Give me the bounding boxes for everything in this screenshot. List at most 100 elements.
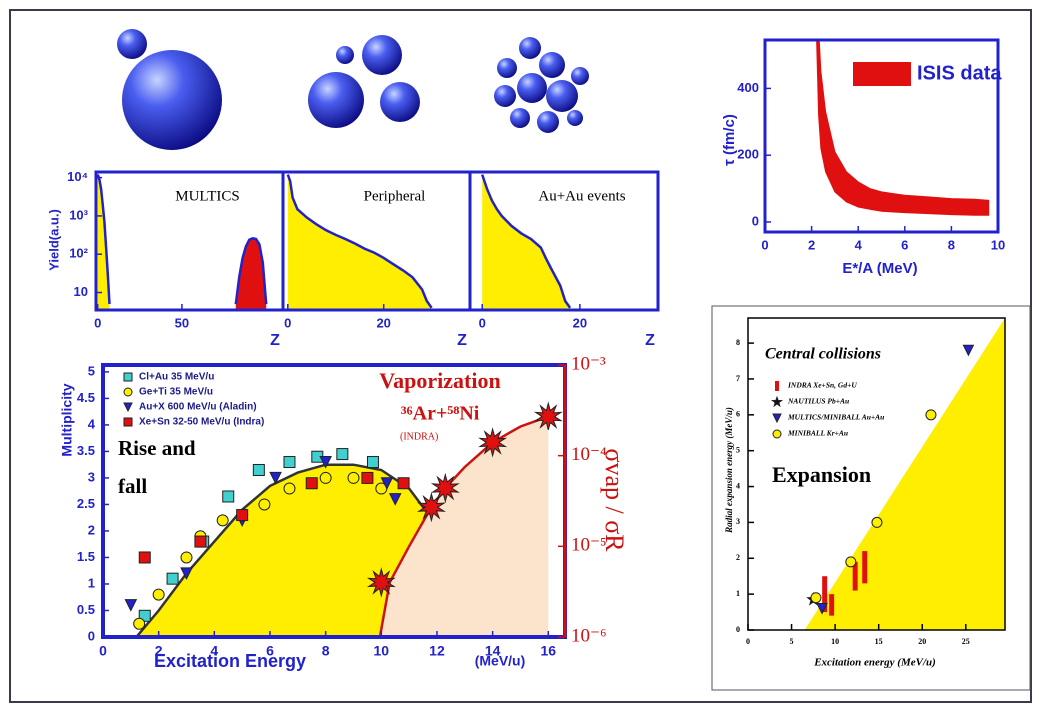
x-tick-label: 20 — [918, 637, 926, 646]
data-point — [533, 401, 563, 431]
sphere — [494, 85, 516, 107]
area — [287, 174, 432, 310]
legend-marker — [123, 372, 133, 382]
legend-label: MULTICS/MINIBALL Au+Au — [787, 413, 884, 422]
y-tick-label: 0 — [88, 628, 95, 643]
x-tick-label: 4 — [855, 237, 863, 252]
data-point — [180, 567, 193, 580]
data-point — [166, 572, 179, 585]
data-point — [194, 535, 207, 548]
y-tick-label: 8 — [736, 338, 740, 347]
y-tick-label: 0 — [736, 625, 740, 634]
x-tick-label: 12 — [429, 643, 445, 659]
plot-frame — [747, 317, 1006, 631]
x-tick-label: 14 — [485, 643, 501, 659]
legend-marker — [772, 413, 782, 424]
x-tick-label: 8 — [322, 643, 330, 659]
y-tick-label: 10⁴ — [67, 169, 88, 184]
y-tick-label: 0 — [752, 213, 759, 228]
x-tick-label: 50 — [175, 315, 189, 330]
x-tick-label: 25 — [962, 637, 970, 646]
sphere — [519, 37, 541, 59]
y-tick-label: 3 — [88, 469, 95, 484]
y-tick-label: 2 — [736, 553, 740, 562]
sphere — [308, 72, 364, 128]
annotation: Vaporization — [379, 368, 500, 393]
y-tick-label: 6 — [736, 410, 740, 419]
data-point — [845, 556, 857, 568]
legend-label: NAUTILUS Pb+Au — [787, 397, 849, 406]
sphere — [539, 52, 565, 78]
sphere — [336, 46, 354, 64]
data-point — [962, 344, 975, 357]
area-edge — [234, 236, 268, 305]
y-axis-label: Radial expansion energy (MeV/u) — [724, 407, 734, 534]
data-point — [283, 456, 296, 469]
annotation: (INDRA) — [400, 431, 438, 442]
legend-label: ISIS data — [917, 62, 1002, 84]
band — [816, 40, 990, 216]
data-point — [180, 551, 193, 564]
data-point — [216, 514, 229, 527]
x-tick-label: 0 — [99, 643, 107, 659]
legend-label: Au+X 600 MeV/u (Aladin) — [139, 402, 257, 413]
chart-title: Au+Au events — [538, 188, 625, 204]
legend-marker — [772, 429, 782, 439]
legend-label: MINIBALL Kr+Au — [787, 429, 848, 438]
legend-swatch — [775, 381, 779, 391]
data-point — [925, 409, 937, 421]
y-tick-label: 10 — [74, 284, 88, 299]
y-tick-label: 3 — [736, 517, 740, 526]
x-tick-label: 10 — [991, 237, 1005, 252]
plot-frame — [763, 38, 1000, 234]
annotation: (MeV/u) — [475, 653, 526, 669]
area — [804, 318, 1005, 630]
sphere — [517, 73, 547, 103]
annotation: ³⁶Ar+⁵⁸Ni — [401, 403, 480, 425]
y-tick-label: 4.5 — [77, 390, 95, 405]
x-tick-label: 10 — [831, 637, 839, 646]
annotation: fall — [118, 474, 147, 498]
x-tick-label: 20 — [573, 315, 587, 330]
area — [482, 174, 571, 310]
x-axis-label: Excitation energy (MeV/u) — [813, 657, 936, 669]
error-bar — [822, 576, 828, 613]
y-axis-label: Yield(a.u.) — [46, 209, 61, 271]
x-axis-label: E*/A (MeV) — [842, 260, 917, 277]
y-tick-label: 0.5 — [77, 602, 95, 617]
annotation: Rise and — [118, 436, 196, 460]
y2-tick-label: 10⁻³ — [571, 353, 606, 374]
area — [379, 416, 549, 637]
plot-content — [804, 318, 1005, 630]
y-tick-label: 5 — [736, 446, 740, 455]
data-point — [478, 427, 508, 458]
data-point — [347, 471, 360, 484]
x-tick-label: 0 — [94, 315, 101, 330]
x-axis-label: Z — [270, 332, 280, 349]
data-point — [319, 471, 332, 484]
sphere — [546, 80, 578, 112]
area-edge — [96, 174, 111, 305]
data-point — [124, 599, 138, 612]
x-axis-label: Z — [457, 332, 467, 349]
x-tick-label: 20 — [376, 315, 390, 330]
legend-label: Cl+Au 35 MeV/u — [139, 372, 214, 383]
data-point — [252, 463, 265, 476]
sphere — [362, 35, 402, 75]
x-tick-label: 2 — [808, 237, 815, 252]
y-axis-label: Multiplicity — [59, 383, 75, 456]
x-axis-label: Z — [645, 332, 655, 349]
legend-marker — [123, 387, 133, 397]
x-tick-label: 0 — [746, 637, 750, 646]
legend-label: Ge+Ti 35 MeV/u — [139, 387, 213, 398]
data-point — [222, 490, 235, 503]
data-point — [305, 477, 318, 490]
sphere — [537, 111, 559, 133]
x-axis-label: Excitation Energy — [154, 651, 306, 671]
area — [97, 174, 110, 310]
sphere — [380, 82, 420, 122]
x-tick-label: 10 — [374, 643, 390, 659]
sphere — [567, 110, 583, 126]
area-edge — [286, 174, 433, 309]
x-tick-label: 5 — [790, 637, 794, 646]
